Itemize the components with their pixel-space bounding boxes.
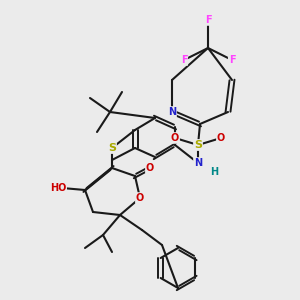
Text: N: N [168, 107, 176, 117]
Text: O: O [136, 193, 144, 203]
Text: F: F [229, 55, 235, 65]
Text: N: N [194, 158, 202, 168]
Text: F: F [181, 55, 187, 65]
Text: O: O [217, 133, 225, 143]
Text: O: O [171, 133, 179, 143]
Text: S: S [194, 140, 202, 150]
Text: S: S [108, 143, 116, 153]
Text: H: H [210, 167, 218, 177]
Text: O: O [146, 163, 154, 173]
Text: HO: HO [50, 183, 66, 193]
Text: F: F [205, 15, 211, 25]
